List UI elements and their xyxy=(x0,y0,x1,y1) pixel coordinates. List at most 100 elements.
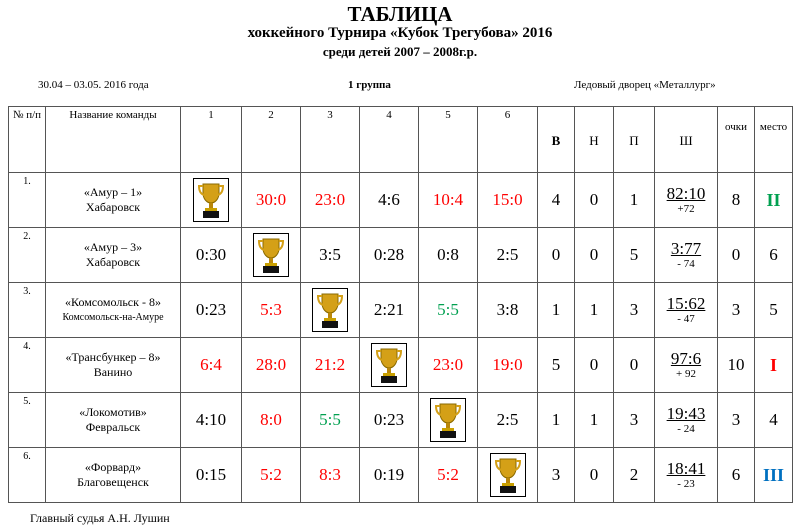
points: 8 xyxy=(717,172,755,228)
page-subtitle-2: среди детей 2007 – 2008г.р. xyxy=(322,44,478,59)
page-title: ТАБЛИЦА xyxy=(347,2,453,26)
score-cell: 0:15 xyxy=(180,447,242,503)
goals: 3:77- 74 xyxy=(654,227,718,283)
score-cell: 0:19 xyxy=(359,447,419,503)
points: 3 xyxy=(717,282,755,338)
points: 0 xyxy=(717,227,755,283)
draws: 1 xyxy=(574,282,614,338)
wins: 3 xyxy=(537,447,575,503)
cup-icon xyxy=(430,398,466,442)
team-name: «Амур – 1» Хабаровск xyxy=(45,172,181,228)
points: 6 xyxy=(717,447,755,503)
cup-cell xyxy=(241,227,301,283)
score-cell: 19:0 xyxy=(477,337,538,393)
wins: 4 xyxy=(537,172,575,228)
team-title: «Комсомольск - 8» xyxy=(65,295,161,309)
goal-diff: - 23 xyxy=(677,478,695,490)
team-city: Комсомольск-на-Амуре xyxy=(62,312,164,323)
score-cell: 5:2 xyxy=(241,447,301,503)
header-col-3: 3 xyxy=(300,106,360,173)
score-cell: 2:21 xyxy=(359,282,419,338)
score-cell: 3:8 xyxy=(477,282,538,338)
cup-icon xyxy=(371,343,407,387)
draws: 0 xyxy=(574,172,614,228)
score-cell: 2:5 xyxy=(477,392,538,448)
losses: 2 xyxy=(613,447,655,503)
goal-diff: - 47 xyxy=(677,313,695,325)
goal-diff: - 74 xyxy=(677,258,695,270)
header-row: № п/п Название команды 1 2 3 4 5 6 В Н П… xyxy=(8,106,793,173)
header-losses: П xyxy=(613,106,655,173)
venue: Ледовый дворец «Металлург» xyxy=(574,79,716,91)
cup-cell xyxy=(300,282,360,338)
group: 1 группа xyxy=(348,79,391,91)
table-row: 3. «Комсомольск - 8» Комсомольск-на-Амуре 0… xyxy=(8,282,793,338)
goal-diff: +72 xyxy=(677,203,695,215)
draws: 0 xyxy=(574,447,614,503)
losses: 3 xyxy=(613,392,655,448)
team-name: «Комсомольск - 8» Комсомольск-на-Амуре xyxy=(45,282,181,338)
wins: 0 xyxy=(537,227,575,283)
goals-ratio: 82:10 xyxy=(666,184,706,203)
row-num: 4. xyxy=(8,337,46,393)
table-row: 2. «Амур – 3» Хабаровск 0:30 3:5 0:28 0:8 2:5 0 0… xyxy=(8,227,793,283)
row-num: 1. xyxy=(8,172,46,228)
score-cell: 21:2 xyxy=(300,337,360,393)
team-city: Ванино xyxy=(93,365,133,379)
header-draws: Н xyxy=(574,106,614,173)
place: 5 xyxy=(754,282,793,338)
dates: 30.04 – 03.05. 2016 года xyxy=(38,79,149,91)
row-num: 6. xyxy=(8,447,46,503)
score-cell: 0:23 xyxy=(180,282,242,338)
team-title: «Трансбункер – 8» xyxy=(65,350,161,364)
score-cell: 3:5 xyxy=(300,227,360,283)
score-cell: 30:0 xyxy=(241,172,301,228)
losses: 5 xyxy=(613,227,655,283)
header-num: № п/п xyxy=(8,106,46,173)
place: 4 xyxy=(754,392,793,448)
cup-cell xyxy=(359,337,419,393)
goals-ratio: 19:43 xyxy=(666,404,706,423)
place: 6 xyxy=(754,227,793,283)
team-title: «Форвард» xyxy=(84,460,142,474)
score-cell: 5:5 xyxy=(300,392,360,448)
score-cell: 28:0 xyxy=(241,337,301,393)
team-city: Благовещенск xyxy=(77,475,149,489)
table-row: 6. «Форвард» Благовещенск 0:15 5:2 8:3 0:19 5:2… xyxy=(8,447,793,503)
score-cell: 4:6 xyxy=(359,172,419,228)
cup-cell xyxy=(180,172,242,228)
header-col-1: 1 xyxy=(180,106,242,173)
goals-ratio: 3:77 xyxy=(670,239,702,258)
team-title: «Амур – 3» xyxy=(83,240,143,254)
score-cell: 2:5 xyxy=(477,227,538,283)
cup-cell xyxy=(477,447,538,503)
score-cell: 0:23 xyxy=(359,392,419,448)
score-cell: 5:2 xyxy=(418,447,478,503)
goals: 19:43- 24 xyxy=(654,392,718,448)
team-city: Февральск xyxy=(85,420,141,434)
wins: 5 xyxy=(537,337,575,393)
wins: 1 xyxy=(537,392,575,448)
score-cell: 8:3 xyxy=(300,447,360,503)
score-cell: 4:10 xyxy=(180,392,242,448)
team-name: «Форвард» Благовещенск xyxy=(45,447,181,503)
cup-icon xyxy=(253,233,289,277)
team-title: «Локомотив» xyxy=(79,405,147,419)
score-cell: 0:8 xyxy=(418,227,478,283)
team-name: «Локомотив» Февральск xyxy=(45,392,181,448)
losses: 1 xyxy=(613,172,655,228)
draws: 0 xyxy=(574,227,614,283)
score-cell: 10:4 xyxy=(418,172,478,228)
chief-judge: Главный судья А.Н. Лушин xyxy=(30,511,170,525)
header-col-5: 5 xyxy=(418,106,478,173)
score-cell: 23:0 xyxy=(418,337,478,393)
goals: 97:6 + 92 xyxy=(654,337,718,393)
table-row: 4. «Трансбункер – 8» Ванино 6:4 28:0 21:2 23:0… xyxy=(8,337,793,393)
cup-icon xyxy=(312,288,348,332)
row-num: 2. xyxy=(8,227,46,283)
cup-icon xyxy=(193,178,229,222)
goals: 82:10 +72 xyxy=(654,172,718,228)
points: 3 xyxy=(717,392,755,448)
score-cell: 8:0 xyxy=(241,392,301,448)
losses: 0 xyxy=(613,337,655,393)
